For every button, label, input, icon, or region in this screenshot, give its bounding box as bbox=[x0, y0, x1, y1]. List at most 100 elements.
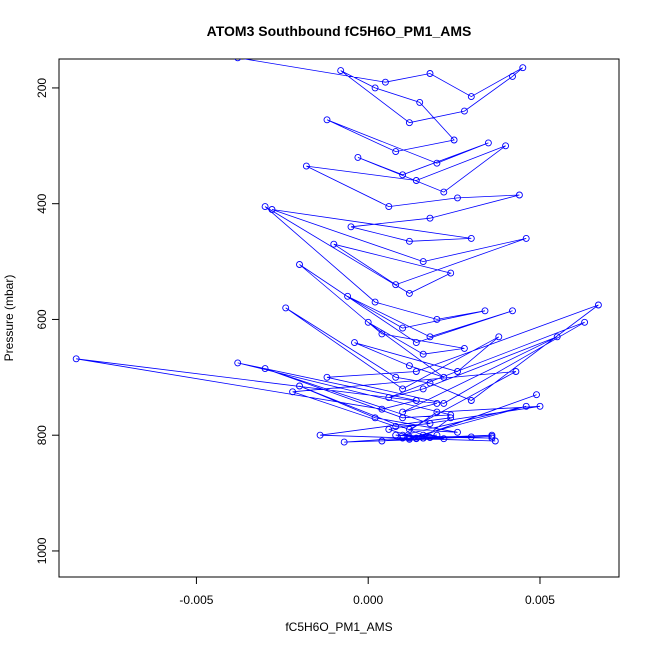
data-point bbox=[351, 339, 358, 347]
data-point bbox=[392, 431, 400, 439]
data-point bbox=[354, 153, 362, 161]
y-tick-label: 400 bbox=[35, 193, 49, 213]
data-point bbox=[323, 373, 331, 381]
x-axis-label: fC5H6O_PM1_AMS bbox=[285, 620, 392, 634]
data-point bbox=[447, 269, 455, 277]
data-point bbox=[509, 72, 516, 80]
data-point bbox=[460, 107, 468, 115]
data-point bbox=[261, 365, 269, 373]
data-point bbox=[433, 315, 441, 323]
data-point bbox=[72, 355, 80, 363]
data-point bbox=[344, 292, 352, 300]
data-point bbox=[371, 84, 379, 92]
y-tick-label: 200 bbox=[35, 78, 49, 98]
data-point bbox=[426, 214, 434, 222]
data-point bbox=[399, 171, 407, 179]
x-tick-label: -0.005 bbox=[179, 593, 213, 607]
data-point bbox=[416, 98, 424, 106]
data-point bbox=[302, 162, 310, 170]
data-point bbox=[412, 397, 420, 404]
x-axis: -0.005 0.000 0.005 bbox=[179, 577, 555, 607]
data-point bbox=[381, 78, 389, 86]
data-point bbox=[522, 234, 530, 242]
data-point bbox=[467, 433, 475, 441]
data-point bbox=[371, 414, 379, 422]
data-point bbox=[433, 408, 441, 416]
y-tick-label: 1000 bbox=[35, 537, 49, 564]
data-point bbox=[426, 379, 434, 387]
chart-title: ATOM3 Southbound fC5H6O_PM1_AMS bbox=[207, 23, 472, 39]
data-point bbox=[447, 411, 455, 419]
data-point bbox=[495, 333, 503, 341]
data-point bbox=[454, 368, 461, 375]
data-point bbox=[454, 428, 461, 436]
data-point bbox=[399, 414, 407, 422]
data-point bbox=[385, 394, 393, 402]
data-point bbox=[433, 399, 441, 407]
data-point bbox=[450, 136, 458, 144]
data-point bbox=[419, 350, 427, 358]
data-point bbox=[467, 397, 475, 404]
data-point bbox=[515, 191, 523, 199]
y-axis-label: Pressure (mbar) bbox=[2, 275, 16, 362]
data-point bbox=[261, 203, 269, 211]
data-point bbox=[502, 142, 510, 150]
data-point bbox=[419, 258, 427, 266]
data-point bbox=[234, 59, 241, 62]
data-point bbox=[392, 373, 400, 381]
data-point bbox=[399, 434, 407, 442]
data-point bbox=[405, 425, 413, 433]
data-point bbox=[491, 437, 499, 445]
data-point bbox=[268, 206, 276, 213]
y-axis: 200 400 600 800 1000 bbox=[35, 78, 59, 564]
data-point bbox=[426, 70, 434, 77]
data-point bbox=[399, 431, 407, 439]
data-point bbox=[392, 148, 400, 156]
y-tick-label: 600 bbox=[35, 309, 49, 329]
data-point bbox=[488, 432, 496, 440]
data-point bbox=[440, 373, 448, 381]
data-point bbox=[512, 368, 520, 375]
data-point bbox=[440, 435, 448, 443]
data-point bbox=[419, 385, 427, 393]
data-point bbox=[405, 433, 413, 441]
data-point bbox=[296, 382, 303, 390]
data-point bbox=[399, 385, 407, 393]
data-point bbox=[405, 289, 413, 297]
data-point bbox=[440, 188, 448, 196]
data-point bbox=[467, 234, 475, 242]
x-tick-label: 0.000 bbox=[353, 593, 383, 607]
data-point bbox=[340, 438, 348, 446]
y-tick-label: 800 bbox=[35, 425, 49, 445]
data-point bbox=[419, 431, 427, 439]
data-point bbox=[385, 425, 393, 433]
data-point bbox=[378, 330, 386, 338]
data-point bbox=[522, 402, 530, 410]
data-point bbox=[371, 298, 379, 306]
series-layer bbox=[72, 59, 602, 446]
data-point bbox=[460, 344, 468, 352]
data-point bbox=[289, 388, 297, 396]
data-point bbox=[419, 434, 427, 442]
data-point bbox=[509, 307, 516, 315]
data-point bbox=[447, 414, 455, 422]
data-point bbox=[337, 67, 345, 75]
data-point bbox=[412, 435, 420, 443]
data-point bbox=[440, 399, 448, 407]
data-point bbox=[323, 116, 331, 124]
data-point bbox=[412, 368, 420, 375]
data-point bbox=[378, 405, 386, 413]
data-point bbox=[426, 333, 434, 341]
data-point bbox=[330, 240, 338, 248]
data-point bbox=[282, 304, 290, 312]
x-tick-label: 0.005 bbox=[525, 593, 555, 607]
data-point bbox=[392, 423, 400, 430]
data-point bbox=[364, 318, 372, 326]
data-point bbox=[399, 324, 407, 332]
data-point bbox=[433, 431, 441, 439]
data-point bbox=[581, 318, 589, 326]
data-point bbox=[385, 203, 393, 211]
data-point bbox=[405, 435, 413, 443]
data-point bbox=[484, 139, 492, 147]
